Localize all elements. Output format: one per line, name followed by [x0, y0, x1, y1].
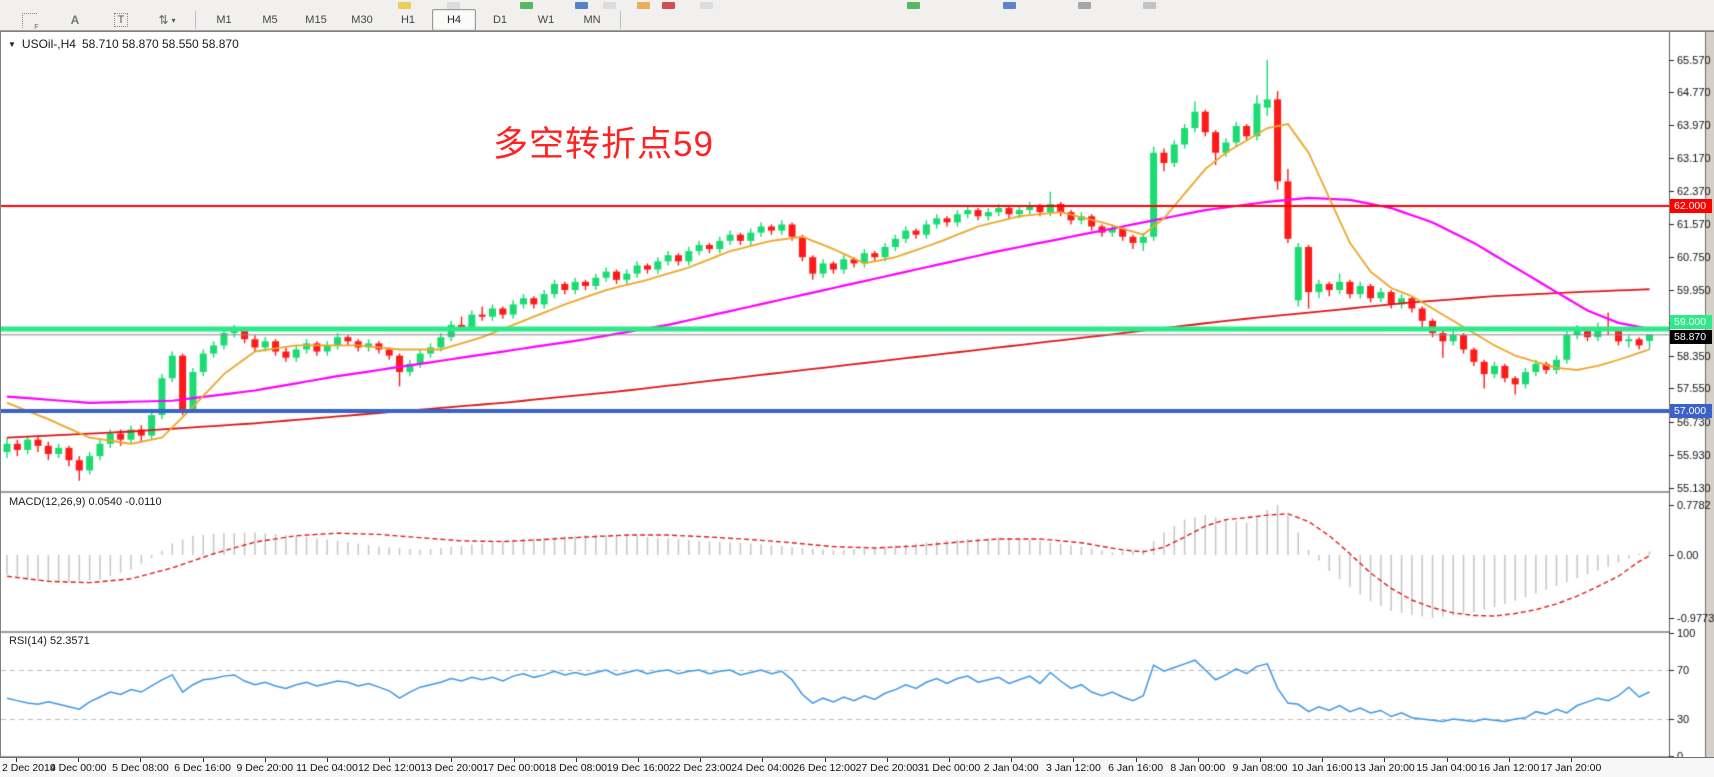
- toolbar-divider: [195, 11, 196, 29]
- time-tick: [1384, 758, 1386, 762]
- clipped-icon: [700, 2, 713, 9]
- time-axis-label: 31 Dec 00:00: [917, 762, 981, 774]
- time-tick: [202, 758, 204, 762]
- clipped-icon: [575, 2, 588, 9]
- timeframe-button-h1[interactable]: H1: [400, 14, 416, 26]
- clipped-icon: [1143, 2, 1156, 9]
- time-axis-label: 2 Dec 2019: [2, 762, 56, 774]
- current-price-label: 58.870: [1670, 330, 1712, 345]
- time-tick: [327, 758, 328, 762]
- ohlc-values-label: 58.710 58.870 58.550 58.870: [81, 37, 239, 51]
- time-axis-label: 26 Dec 12:00: [793, 762, 856, 774]
- time-tick: [1073, 758, 1075, 762]
- time-tick: [264, 758, 266, 762]
- timeframe-button-w1[interactable]: W1: [537, 14, 555, 26]
- toolbar: A T ⇅▾ M1 M5 M15 M30 H1 H4 D1 W1 MN: [0, 0, 1714, 31]
- time-tick: [1260, 758, 1261, 762]
- time-tick: [16, 758, 17, 762]
- time-axis-label: 13 Jan 20:00: [1354, 762, 1415, 774]
- macd-indicator-label: MACD(12,26,9) 0.0540 -0.0110: [9, 496, 162, 508]
- chevron-down-icon: ▾: [171, 15, 176, 25]
- time-tick: [762, 758, 764, 762]
- price-label-59000: 59.000: [1670, 315, 1712, 329]
- toolbar-buttons-row: A T ⇅▾ M1 M5 M15 M30 H1 H4 D1 W1 MN: [0, 9, 626, 31]
- time-axis[interactable]: 2 Dec 2019 4 Dec 00:00 5 Dec 08:00 6 Dec 16…: [0, 757, 1714, 777]
- time-axis-label: 4 Dec 00:00: [49, 762, 107, 774]
- timeframe-button-m5[interactable]: M5: [262, 14, 278, 26]
- time-axis-label: 10 Jan 16:00: [1291, 762, 1353, 774]
- time-tick: [1011, 758, 1013, 762]
- timeframe-button-d1[interactable]: D1: [492, 14, 508, 26]
- clipped-icon: [1078, 2, 1091, 9]
- time-tick: [1135, 758, 1137, 762]
- clipped-icon: [907, 2, 920, 9]
- time-tick: [886, 758, 888, 762]
- timeframe-button-m1[interactable]: M1: [216, 14, 232, 26]
- time-axis-label: 6 Jan 16:00: [1108, 762, 1164, 774]
- clipped-icon: [603, 2, 616, 9]
- time-axis-label: 17 Jan 20:00: [1540, 762, 1602, 774]
- chart-text-annotation[interactable]: 多空转折点59: [493, 125, 714, 164]
- time-axis-label: 13 Dec 20:00: [420, 762, 483, 774]
- time-axis-label: 9 Jan 08:00: [1232, 762, 1288, 774]
- time-tick: [1197, 758, 1199, 762]
- clipped-icon: [662, 2, 675, 9]
- time-tick: [638, 758, 639, 762]
- time-tick: [140, 758, 142, 762]
- time-axis-label: 3 Jan 12:00: [1045, 762, 1101, 774]
- timeframe-button-m30[interactable]: M30: [351, 14, 373, 26]
- price-chart-canvas[interactable]: [1, 32, 1714, 758]
- time-axis-label: 8 Jan 00:00: [1170, 762, 1226, 774]
- timeframe-button-mn[interactable]: MN: [583, 14, 601, 26]
- clipped-icon: [637, 2, 650, 9]
- clipped-icon: [447, 2, 460, 9]
- clipped-icon: [1003, 2, 1016, 9]
- time-tick: [1508, 758, 1510, 762]
- timeframe-button-group: M1 M5 M15 M30 H1 H4 D1 W1 MN: [201, 9, 615, 31]
- time-axis-label: 22 Dec 23:00: [668, 762, 732, 774]
- time-tick: [575, 758, 577, 762]
- time-tick: [389, 758, 391, 762]
- rsi-indicator-label: RSI(14) 52.3571: [9, 635, 90, 647]
- time-tick: [451, 758, 453, 762]
- time-tick: [1571, 758, 1572, 762]
- clipped-icon: [398, 2, 411, 9]
- text-box-icon[interactable]: T: [99, 9, 143, 31]
- toolbar-divider: [620, 11, 621, 29]
- time-axis-label: 24 Dec 04:00: [731, 762, 794, 774]
- time-tick: [513, 758, 515, 762]
- clipped-toolbar-icons: [0, 0, 1714, 9]
- timeframe-button-h4[interactable]: H4: [432, 9, 476, 31]
- time-axis-label: 12 Dec 12:00: [357, 762, 421, 774]
- time-axis-label: 6 Dec 16:00: [174, 762, 231, 774]
- time-axis-label: 16 Jan 12:00: [1478, 762, 1540, 774]
- cycle-arrows-icon[interactable]: ⇅ ▾: [158, 13, 176, 27]
- time-axis-label: 2 Jan 04:00: [983, 762, 1039, 774]
- chart-title: ▼ USOil-,H4 58.710 58.870 58.550 58.870: [8, 37, 239, 51]
- time-tick: [949, 758, 950, 762]
- time-tick: [700, 758, 702, 762]
- price-label-62000: 62.000: [1670, 199, 1712, 213]
- timeframe-button-m15[interactable]: M15: [305, 14, 327, 26]
- time-axis-label: 19 Dec 16:00: [606, 762, 670, 774]
- time-axis-label: 5 Dec 08:00: [112, 762, 169, 774]
- time-tick: [1322, 758, 1324, 762]
- time-axis-label: 17 Dec 00:00: [482, 762, 545, 774]
- time-axis-label: 11 Dec 04:00: [296, 762, 358, 774]
- clipped-icon: [520, 2, 533, 9]
- symbol-dropdown-icon[interactable]: ▼: [8, 39, 16, 49]
- time-tick: [78, 758, 80, 762]
- time-axis-label: 18 Dec 08:00: [544, 762, 608, 774]
- time-axis-label: 9 Dec 20:00: [236, 762, 294, 774]
- time-axis-label: 27 Dec 20:00: [855, 762, 919, 774]
- crosshair-grid-icon[interactable]: [7, 9, 51, 31]
- symbol-timeframe-label: USOil-,H4: [21, 37, 76, 51]
- text-a-icon[interactable]: A: [70, 13, 80, 27]
- time-tick: [824, 758, 826, 762]
- chart-window: ▼ USOil-,H4 58.710 58.870 58.550 58.870 …: [0, 31, 1714, 777]
- time-axis-label: 15 Jan 04:00: [1416, 762, 1477, 774]
- price-label-57000: 57.000: [1670, 404, 1712, 418]
- time-tick: [1446, 758, 1448, 762]
